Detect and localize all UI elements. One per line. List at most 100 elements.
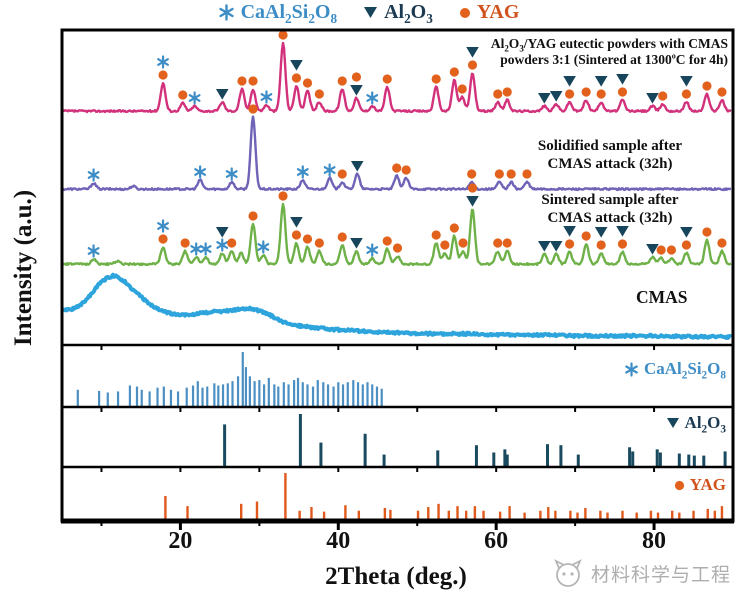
anorthite-asterisk-marker	[87, 168, 100, 182]
alumina-triangle-marker	[350, 238, 363, 249]
reference-sticks-caal2si2o8	[76, 352, 383, 406]
y-axis-label: Intensity (a.u.)	[10, 189, 37, 347]
yag-dot-marker	[457, 84, 467, 94]
anorthite-asterisk-marker	[199, 242, 212, 256]
yag-dot-marker	[681, 240, 692, 250]
yag-dot-marker	[337, 169, 347, 179]
alumina-triangle-marker	[646, 93, 659, 104]
xrd-curve-cmas-glass	[62, 272, 733, 340]
annotation-line: CMAS attack (32h)	[547, 210, 673, 227]
legend: CaAl2Si2O8 Al2O3 YAG	[0, 1, 737, 26]
yag-dot-marker	[666, 245, 677, 255]
anorthite-asterisk-marker	[157, 219, 169, 233]
yag-dot-marker	[506, 169, 516, 179]
anorthite-asterisk-marker	[87, 244, 100, 258]
yag-dot-marker	[382, 74, 392, 84]
yag-dot-marker	[494, 169, 504, 179]
alumina-triangle-marker	[549, 241, 563, 252]
reference-panel-label-text: CaAl2Si2O8	[643, 359, 726, 382]
yag-dot-marker	[702, 227, 712, 237]
alumina-triangle-marker	[350, 85, 363, 96]
yag-dot-marker	[401, 165, 411, 175]
reference-panel-label-alumina: Al2O3	[666, 413, 726, 436]
annotation-line: CMAS attack (32h)	[547, 156, 673, 173]
x-tick-label: 60	[484, 528, 509, 554]
anorthite-asterisk-marker	[260, 90, 273, 104]
yag-dot-marker	[314, 89, 324, 99]
yag-dot-marker	[158, 234, 168, 244]
yag-dot-marker	[248, 104, 258, 114]
anorthite-asterisk-marker	[257, 240, 270, 254]
legend-label-alumina: Al2O3	[384, 1, 433, 26]
xrd-curve-solidified-after-cmas-attack	[62, 115, 732, 192]
anorthite-asterisk-marker	[296, 165, 309, 179]
yag-dot-marker	[337, 76, 347, 86]
alumina-triangle-marker	[290, 60, 303, 71]
yag-dot-marker	[382, 236, 392, 246]
alumina-triangle-marker	[563, 226, 576, 237]
alumina-triangle-marker	[538, 93, 551, 104]
yag-dot-marker	[581, 231, 591, 241]
reference-panel-label-text: Al2O3	[684, 413, 726, 436]
yag-dot-marker	[717, 87, 727, 97]
yag-dot-marker	[702, 81, 712, 91]
yag-dot-marker	[596, 89, 606, 99]
yag-dot-marker	[291, 73, 302, 83]
yag-dot-marker	[467, 60, 478, 70]
anorthite-asterisk-marker	[190, 242, 203, 256]
yag-dot-marker	[278, 191, 288, 201]
annotation-solidified-sample: Solidified sample after CMAS attack (32h…	[501, 137, 719, 174]
yag-dot-marker	[227, 238, 237, 248]
alumina-triangle-marker	[215, 89, 229, 100]
asterisk-icon	[218, 4, 234, 21]
yag-dot-marker	[564, 239, 575, 249]
x-tick-label: 80	[642, 528, 667, 554]
legend-label-anorthite: CaAl2Si2O8	[240, 1, 338, 26]
yag-dot-marker	[237, 76, 247, 86]
yag-dot-marker	[564, 89, 575, 99]
anorthite-asterisk-marker	[225, 167, 238, 181]
alumina-triangle-marker	[594, 76, 608, 87]
yag-dot-marker	[314, 238, 324, 248]
yag-dot-marker	[467, 169, 477, 179]
yag-dot-marker	[302, 78, 313, 88]
yag-dot-marker	[351, 72, 362, 82]
yag-dot-marker	[656, 245, 666, 255]
anorthite-asterisk-marker	[216, 238, 229, 252]
plot-frame-and-ticks	[60, 28, 735, 530]
yag-dot-marker	[392, 163, 402, 173]
diffraction-curves	[62, 41, 733, 340]
watermark-text: 材料科学与工程	[590, 563, 731, 586]
yag-dot-marker	[458, 238, 468, 248]
annotation-line: powders 3:1 (Sintered at 1300oC for 4h)	[500, 51, 728, 68]
yag-dot-marker	[502, 87, 512, 97]
alumina-triangle-marker	[466, 47, 479, 58]
yag-dot-marker	[158, 70, 168, 80]
yag-dot-marker	[493, 89, 503, 99]
alumina-triangle-marker	[646, 244, 659, 255]
yag-dot-marker	[581, 87, 591, 97]
anorthite-asterisk-marker	[323, 163, 336, 177]
watermark-logo-icon	[554, 559, 582, 587]
triangle-down-icon	[364, 7, 378, 18]
alumina-triangle-marker	[215, 227, 229, 238]
yag-dot-marker	[617, 87, 628, 97]
yag-dot-marker	[449, 67, 459, 77]
x-tick-label: 20	[168, 528, 193, 554]
yag-dot-marker	[180, 238, 190, 248]
yag-dot-marker	[467, 183, 478, 193]
yag-dot-marker	[337, 232, 347, 242]
dot-icon	[674, 480, 684, 490]
reference-panel-label-anorthite: CaAl2Si2O8	[624, 359, 726, 382]
anorthite-asterisk-marker	[366, 243, 379, 257]
alumina-triangle-marker	[616, 74, 629, 85]
alumina-triangle-marker	[594, 227, 608, 238]
annotation-line: Solidified sample after	[537, 138, 683, 154]
dot-icon	[459, 7, 470, 18]
reference-panel-label-yag: YAG	[674, 475, 726, 495]
yag-dot-marker	[291, 230, 302, 240]
reference-panel-label-text: YAG	[689, 475, 726, 494]
yag-dot-marker	[431, 230, 441, 240]
